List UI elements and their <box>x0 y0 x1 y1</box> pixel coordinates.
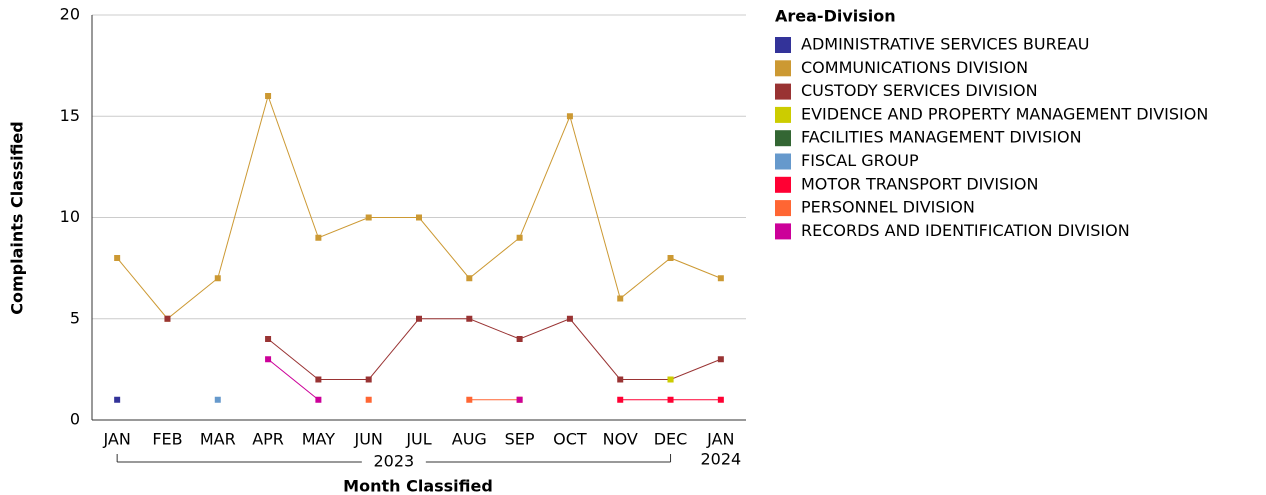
x-tick-label: JUL <box>405 430 431 449</box>
legend-swatch <box>775 223 791 240</box>
legend-label: FACILITIES MANAGEMENT DIVISION <box>801 128 1082 147</box>
x-tick-label: JUN <box>353 430 382 449</box>
legend-label: FISCAL GROUP <box>801 151 919 170</box>
data-point <box>466 275 473 282</box>
data-point <box>265 93 272 99</box>
data-point <box>566 113 573 120</box>
legend-label: RECORDS AND IDENTIFICATION DIVISION <box>801 221 1130 240</box>
data-point <box>717 275 724 282</box>
data-point <box>667 255 674 261</box>
legend-swatch <box>775 60 791 77</box>
y-tick-label: 0 <box>70 410 80 429</box>
data-point <box>416 315 422 322</box>
y-tick-label: 10 <box>60 207 80 226</box>
y-tick-label: 5 <box>70 308 80 327</box>
data-point <box>315 234 322 241</box>
legend-swatch <box>775 37 791 53</box>
legend-swatch <box>775 200 791 217</box>
group-label: 2024 <box>700 450 741 469</box>
data-point <box>516 234 523 241</box>
series-line <box>268 359 520 400</box>
x-tick-label: MAR <box>200 430 236 449</box>
data-point <box>416 214 422 221</box>
legend-label: PERSONNEL DIVISION <box>801 198 975 217</box>
data-point <box>214 275 221 282</box>
legend-swatch <box>775 153 791 170</box>
data-point <box>717 356 724 363</box>
x-tick-label: SEP <box>505 430 535 449</box>
data-point <box>114 396 121 403</box>
x-tick-label: APR <box>252 430 284 449</box>
data-point <box>717 396 724 403</box>
data-point <box>164 315 171 322</box>
legend-swatch <box>775 176 791 193</box>
data-point <box>617 396 624 403</box>
data-point <box>516 336 523 342</box>
legend-label: EVIDENCE AND PROPERTY MANAGEMENT DIVISIO… <box>801 104 1208 123</box>
data-point <box>617 295 624 302</box>
y-tick-label: 15 <box>60 106 80 125</box>
data-point <box>265 336 272 342</box>
x-tick-label: MAY <box>302 430 336 449</box>
data-point <box>667 376 674 383</box>
legend-label: CUSTODY SERVICES DIVISION <box>801 81 1038 100</box>
data-point <box>114 255 121 261</box>
legend-label: COMMUNICATIONS DIVISION <box>801 58 1028 77</box>
data-point <box>365 396 372 403</box>
data-point <box>315 376 322 383</box>
group-label: 2023 <box>373 452 414 471</box>
legend-title: Area-Division <box>775 7 896 26</box>
x-tick-label: OCT <box>553 430 587 449</box>
data-point <box>566 315 573 322</box>
x-tick-label: JAN <box>706 430 734 449</box>
series-line <box>267 318 722 380</box>
data-point <box>365 376 372 383</box>
data-point <box>365 214 372 221</box>
data-point <box>516 396 523 403</box>
data-point <box>265 356 272 363</box>
data-point <box>315 396 322 403</box>
x-tick-label: FEB <box>152 430 182 449</box>
series-line <box>116 94 722 320</box>
x-tick-label: DEC <box>654 430 688 449</box>
x-tick-label: JAN <box>102 430 130 449</box>
data-point <box>466 315 473 322</box>
legend-swatch <box>775 106 791 123</box>
legend-swatch <box>775 83 791 100</box>
legend-swatch <box>775 130 791 147</box>
y-axis-label: Complaints Classified <box>8 121 27 314</box>
data-point <box>466 396 473 403</box>
data-point <box>214 396 221 403</box>
x-tick-label: NOV <box>603 430 638 449</box>
data-point <box>617 376 624 383</box>
data-point <box>667 396 674 403</box>
x-tick-label: AUG <box>452 430 487 449</box>
x-axis-label: Month Classified <box>343 477 493 495</box>
legend-label: MOTOR TRANSPORT DIVISION <box>801 174 1038 193</box>
y-tick-label: 20 <box>60 5 80 24</box>
legend-label: ADMINISTRATIVE SERVICES BUREAU <box>801 35 1089 54</box>
